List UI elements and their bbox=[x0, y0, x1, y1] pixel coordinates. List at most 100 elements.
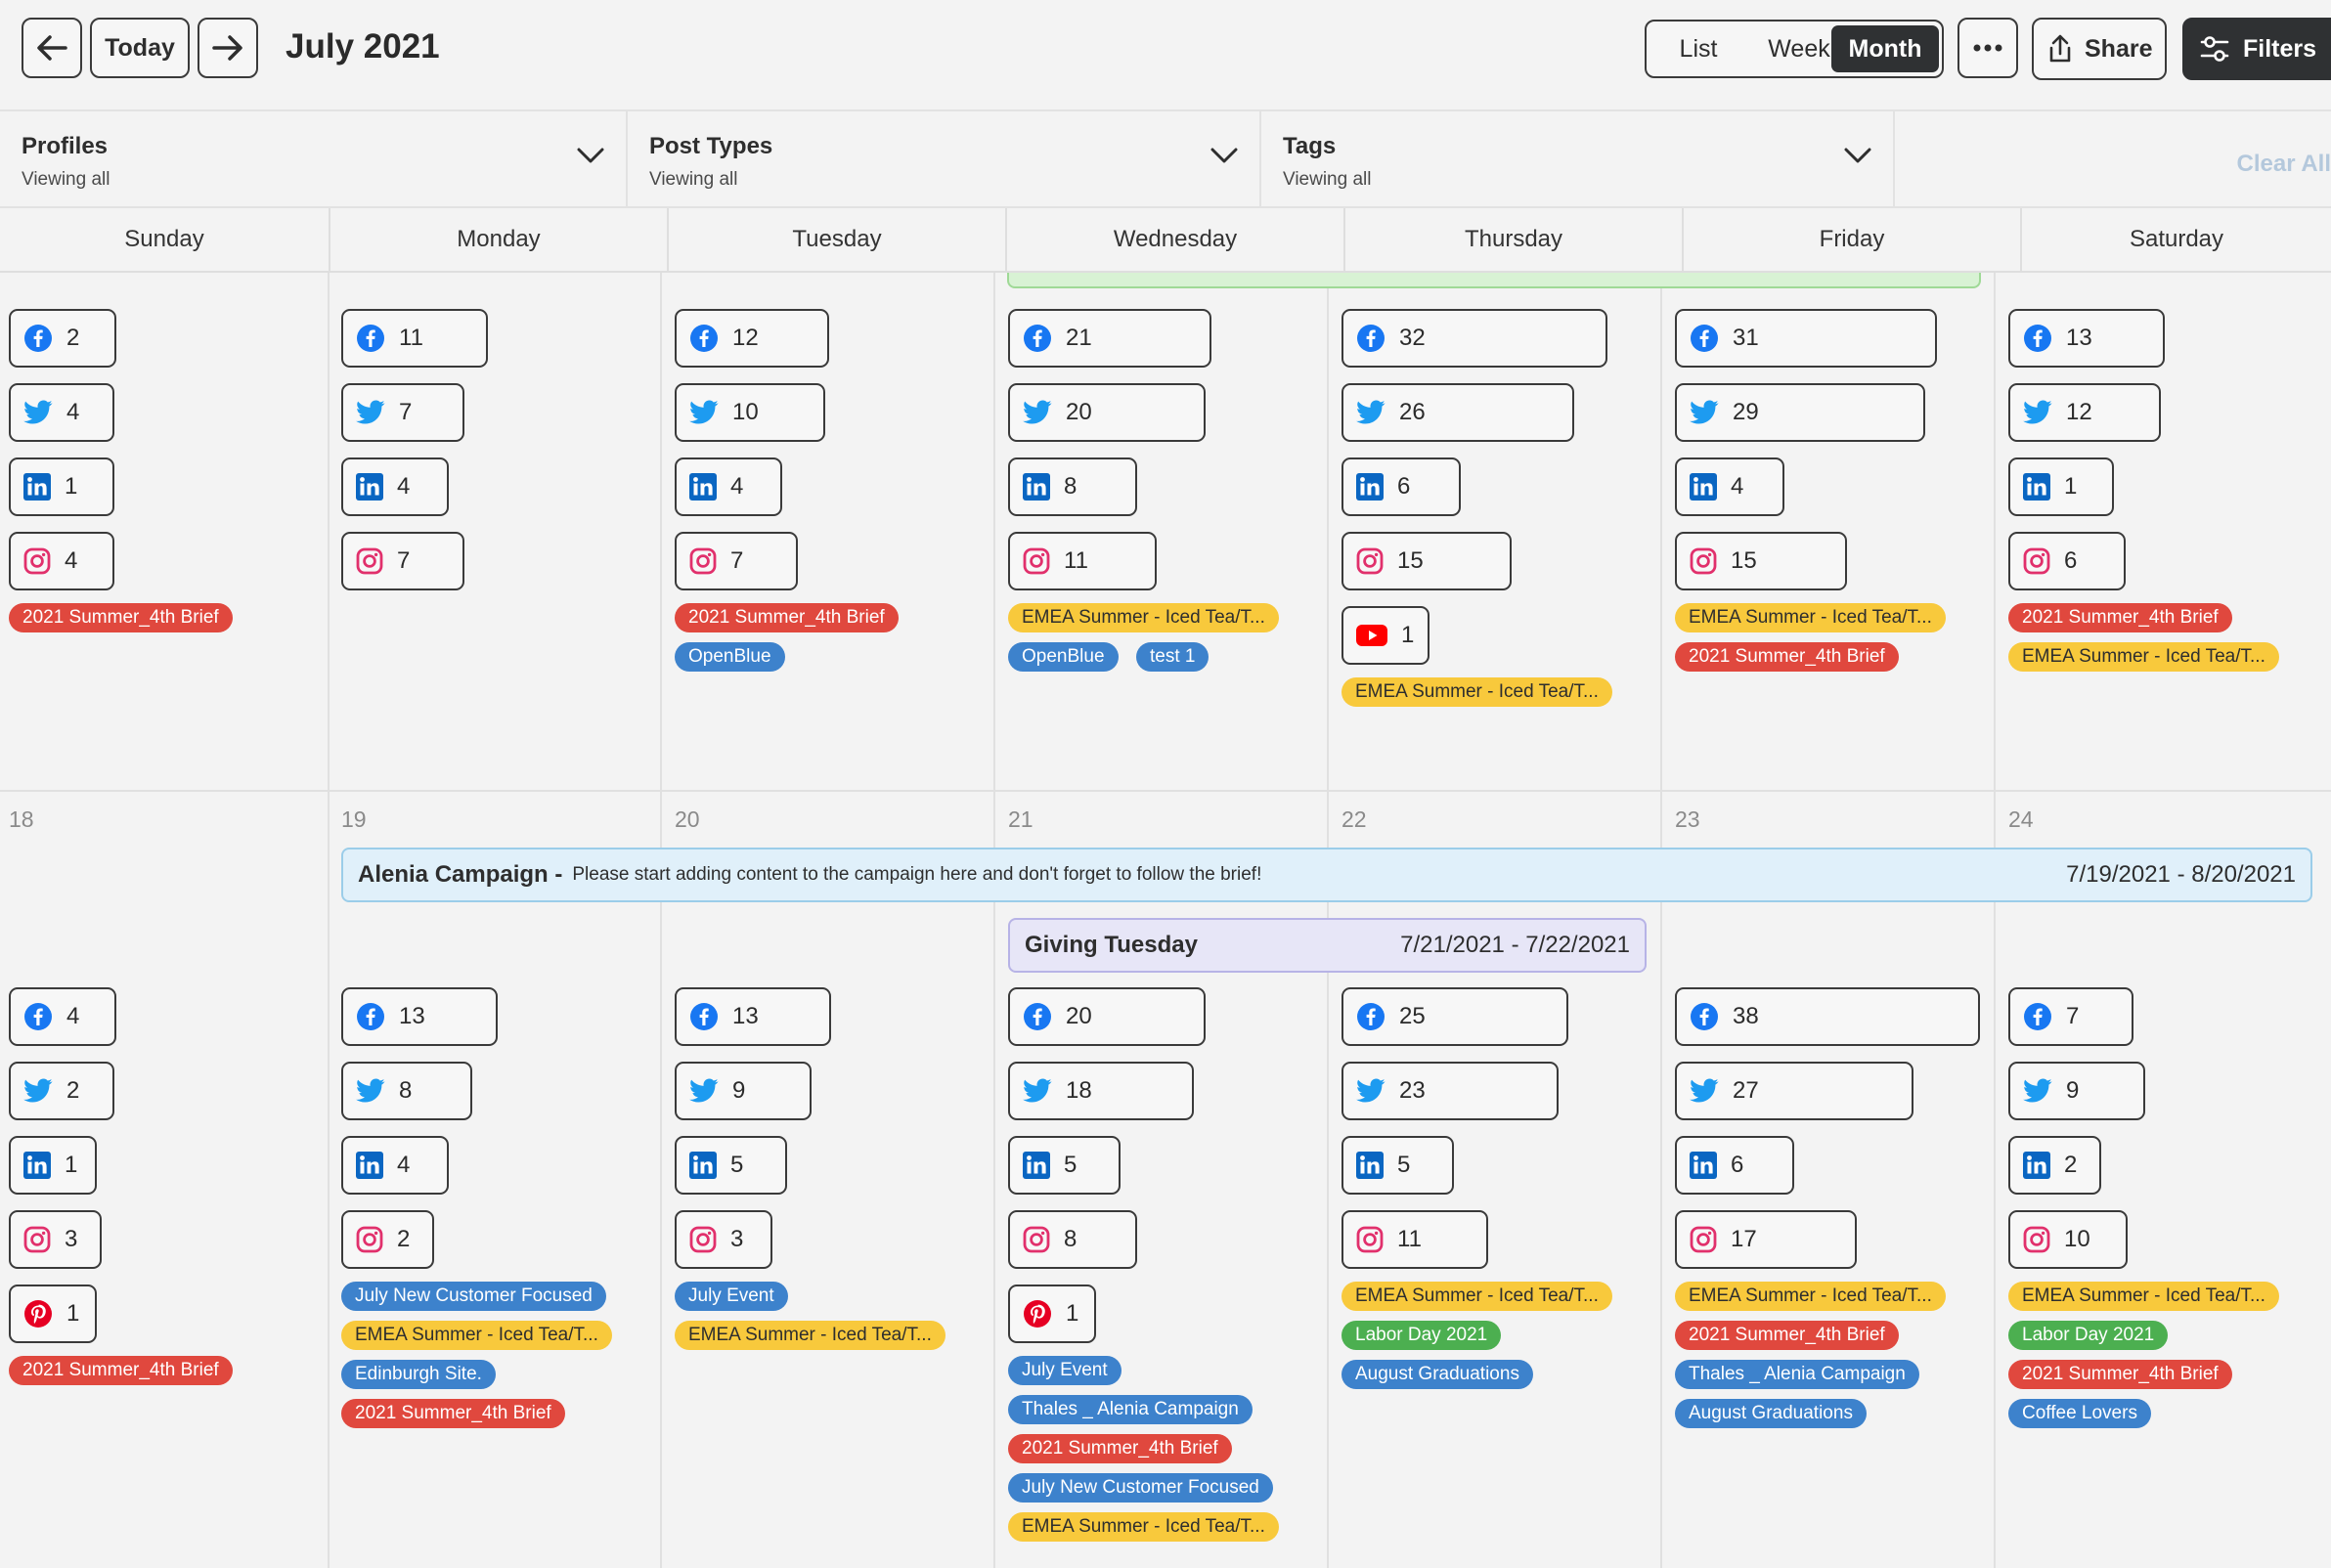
campaign-tag[interactable]: EMEA Summer - Iced Tea/T... bbox=[2008, 1282, 2279, 1311]
more-button[interactable] bbox=[1957, 18, 2018, 78]
post-count-twitter[interactable]: 9 bbox=[2008, 1062, 2145, 1120]
post-count-pinterest[interactable]: 1 bbox=[9, 1285, 97, 1343]
campaign-tag[interactable]: EMEA Summer - Iced Tea/T... bbox=[1341, 1282, 1612, 1311]
campaign-tag[interactable]: Thales _ Alenia Campaign bbox=[1675, 1360, 1919, 1389]
campaign-tag[interactable]: 2021 Summer_4th Brief bbox=[1008, 1434, 1232, 1463]
campaign-tag[interactable]: EMEA Summer - Iced Tea/T... bbox=[1008, 603, 1279, 632]
post-count-instagram[interactable]: 10 bbox=[2008, 1210, 2128, 1269]
campaign-tag[interactable]: 2021 Summer_4th Brief bbox=[9, 1356, 233, 1385]
post-count-instagram[interactable]: 8 bbox=[1008, 1210, 1137, 1269]
campaign-tag[interactable]: OpenBlue bbox=[1008, 642, 1119, 672]
post-count-instagram[interactable]: 11 bbox=[1008, 532, 1157, 590]
post-count-instagram[interactable]: 11 bbox=[1341, 1210, 1488, 1269]
campaign-tag[interactable]: EMEA Summer - Iced Tea/T... bbox=[1008, 1512, 1279, 1542]
campaign-tag[interactable]: 2021 Summer_4th Brief bbox=[9, 603, 233, 632]
post-count-twitter[interactable]: 20 bbox=[1008, 383, 1206, 442]
post-count-twitter[interactable]: 2 bbox=[9, 1062, 114, 1120]
campaign-tag[interactable]: OpenBlue bbox=[675, 642, 785, 672]
campaign-bar-giving-tuesday[interactable]: Giving Tuesday 7/21/2021 - 7/22/2021 bbox=[1008, 918, 1647, 973]
post-count-facebook[interactable]: 13 bbox=[2008, 309, 2165, 368]
campaign-tag[interactable]: July New Customer Focused bbox=[1008, 1473, 1273, 1503]
clear-all-link[interactable]: Clear All bbox=[2236, 151, 2331, 177]
post-count-facebook[interactable]: 12 bbox=[675, 309, 829, 368]
post-count-facebook[interactable]: 2 bbox=[9, 309, 116, 368]
share-button[interactable]: Share bbox=[2032, 18, 2167, 80]
post-count-linkedin[interactable]: 5 bbox=[1341, 1136, 1454, 1195]
campaign-tag[interactable]: 2021 Summer_4th Brief bbox=[2008, 603, 2232, 632]
post-count-facebook[interactable]: 4 bbox=[9, 987, 116, 1046]
view-month-tab[interactable]: Month bbox=[1831, 25, 1939, 72]
campaign-tag[interactable]: Edinburgh Site. bbox=[341, 1360, 496, 1389]
post-types-filter[interactable]: Post Types Viewing all bbox=[628, 111, 1261, 208]
post-count-twitter[interactable]: 27 bbox=[1675, 1062, 1913, 1120]
post-count-facebook[interactable]: 7 bbox=[2008, 987, 2133, 1046]
campaign-tag[interactable]: EMEA Summer - Iced Tea/T... bbox=[1675, 1282, 1946, 1311]
post-count-twitter[interactable]: 10 bbox=[675, 383, 825, 442]
post-count-instagram[interactable]: 3 bbox=[675, 1210, 772, 1269]
post-count-facebook[interactable]: 32 bbox=[1341, 309, 1607, 368]
campaign-tag[interactable]: EMEA Summer - Iced Tea/T... bbox=[675, 1321, 946, 1350]
campaign-tag[interactable]: 2021 Summer_4th Brief bbox=[1675, 642, 1899, 672]
campaign-tag[interactable]: Labor Day 2021 bbox=[2008, 1321, 2169, 1350]
post-count-instagram[interactable]: 3 bbox=[9, 1210, 102, 1269]
post-count-linkedin[interactable]: 4 bbox=[1675, 457, 1784, 516]
campaign-tag[interactable]: 2021 Summer_4th Brief bbox=[1675, 1321, 1899, 1350]
campaign-bar-alenia[interactable]: Alenia Campaign - Please start adding co… bbox=[341, 848, 2312, 902]
campaign-tag[interactable]: Labor Day 2021 bbox=[1341, 1321, 1502, 1350]
post-count-instagram[interactable]: 15 bbox=[1675, 532, 1847, 590]
post-count-twitter[interactable]: 8 bbox=[341, 1062, 472, 1120]
post-count-instagram[interactable]: 2 bbox=[341, 1210, 434, 1269]
campaign-tag[interactable]: Coffee Lovers bbox=[2008, 1399, 2151, 1428]
post-count-facebook[interactable]: 13 bbox=[341, 987, 498, 1046]
post-count-twitter[interactable]: 7 bbox=[341, 383, 464, 442]
post-count-facebook[interactable]: 31 bbox=[1675, 309, 1937, 368]
campaign-tag[interactable]: July Event bbox=[675, 1282, 788, 1311]
campaign-tag[interactable]: 2021 Summer_4th Brief bbox=[2008, 1360, 2232, 1389]
post-count-linkedin[interactable]: 8 bbox=[1008, 457, 1137, 516]
post-count-twitter[interactable]: 26 bbox=[1341, 383, 1574, 442]
post-count-twitter[interactable]: 12 bbox=[2008, 383, 2161, 442]
filters-button[interactable]: Filters bbox=[2182, 18, 2331, 80]
post-count-instagram[interactable]: 15 bbox=[1341, 532, 1512, 590]
post-count-facebook[interactable]: 13 bbox=[675, 987, 831, 1046]
post-count-instagram[interactable]: 4 bbox=[9, 532, 114, 590]
post-count-linkedin[interactable]: 1 bbox=[9, 457, 114, 516]
post-count-twitter[interactable]: 18 bbox=[1008, 1062, 1194, 1120]
campaign-tag[interactable]: 2021 Summer_4th Brief bbox=[675, 603, 899, 632]
post-count-linkedin[interactable]: 5 bbox=[675, 1136, 787, 1195]
prev-button[interactable] bbox=[22, 18, 82, 78]
post-count-linkedin[interactable]: 6 bbox=[1675, 1136, 1794, 1195]
post-count-twitter[interactable]: 23 bbox=[1341, 1062, 1559, 1120]
view-list-tab[interactable]: List bbox=[1679, 35, 1718, 63]
post-count-pinterest[interactable]: 1 bbox=[1008, 1285, 1096, 1343]
post-count-instagram[interactable]: 6 bbox=[2008, 532, 2126, 590]
post-count-facebook[interactable]: 38 bbox=[1675, 987, 1980, 1046]
post-count-linkedin[interactable]: 2 bbox=[2008, 1136, 2101, 1195]
post-count-twitter[interactable]: 29 bbox=[1675, 383, 1925, 442]
post-count-facebook[interactable]: 21 bbox=[1008, 309, 1211, 368]
post-count-youtube[interactable]: 1 bbox=[1341, 606, 1429, 665]
post-count-twitter[interactable]: 9 bbox=[675, 1062, 812, 1120]
campaign-tag[interactable]: EMEA Summer - Iced Tea/T... bbox=[341, 1321, 612, 1350]
campaign-tag[interactable]: 2021 Summer_4th Brief bbox=[341, 1399, 565, 1428]
post-count-facebook[interactable]: 11 bbox=[341, 309, 488, 368]
post-count-linkedin[interactable]: 5 bbox=[1008, 1136, 1121, 1195]
post-count-linkedin[interactable]: 4 bbox=[341, 1136, 449, 1195]
tags-filter[interactable]: Tags Viewing all bbox=[1261, 111, 1895, 208]
campaign-tag[interactable]: EMEA Summer - Iced Tea/T... bbox=[1675, 603, 1946, 632]
campaign-tag[interactable]: EMEA Summer - Iced Tea/T... bbox=[2008, 642, 2279, 672]
post-count-linkedin[interactable]: 4 bbox=[341, 457, 449, 516]
campaign-tag[interactable]: August Graduations bbox=[1675, 1399, 1867, 1428]
campaign-tag[interactable]: July New Customer Focused bbox=[341, 1282, 606, 1311]
post-count-instagram[interactable]: 7 bbox=[341, 532, 464, 590]
campaign-tag[interactable]: EMEA Summer - Iced Tea/T... bbox=[1341, 677, 1612, 707]
post-count-instagram[interactable]: 7 bbox=[675, 532, 798, 590]
post-count-facebook[interactable]: 20 bbox=[1008, 987, 1206, 1046]
next-button[interactable] bbox=[198, 18, 258, 78]
post-count-linkedin[interactable]: 4 bbox=[675, 457, 782, 516]
campaign-tag[interactable]: August Graduations bbox=[1341, 1360, 1533, 1389]
post-count-facebook[interactable]: 25 bbox=[1341, 987, 1568, 1046]
post-count-instagram[interactable]: 17 bbox=[1675, 1210, 1857, 1269]
profiles-filter[interactable]: Profiles Viewing all bbox=[0, 111, 628, 208]
campaign-tag[interactable]: July Event bbox=[1008, 1356, 1122, 1385]
